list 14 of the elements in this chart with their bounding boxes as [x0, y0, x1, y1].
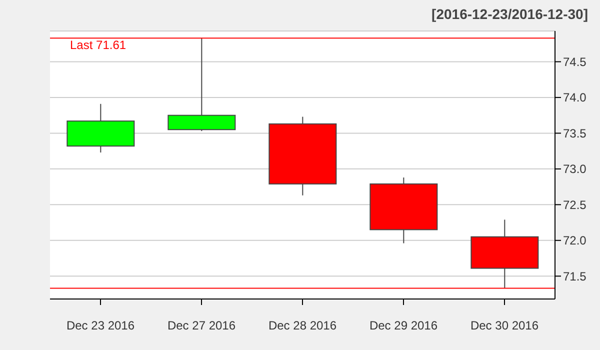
x-tick-label: Dec 29 2016	[369, 318, 438, 333]
chart-subtitle: [2016-12-23/2016-12-30]	[432, 6, 588, 22]
y-tick-label: 73.0	[563, 162, 587, 176]
y-tick-label: 74.0	[563, 90, 587, 105]
annotation: Last 71.61	[70, 38, 126, 52]
x-tick-label: Dec 23 2016	[66, 318, 135, 333]
y-tick-label: 73.5	[563, 126, 587, 140]
y-tick-label: 71.5	[563, 269, 587, 284]
x-tick-label: Dec 30 2016	[470, 318, 539, 333]
y-tick-label: 72.5	[563, 198, 587, 212]
y-tick-label: 72.0	[563, 234, 587, 248]
y-tick-label: 74.5	[563, 54, 587, 69]
x-tick-label: Dec 27 2016	[167, 318, 236, 333]
x-tick-label: Dec 28 2016	[268, 318, 337, 333]
